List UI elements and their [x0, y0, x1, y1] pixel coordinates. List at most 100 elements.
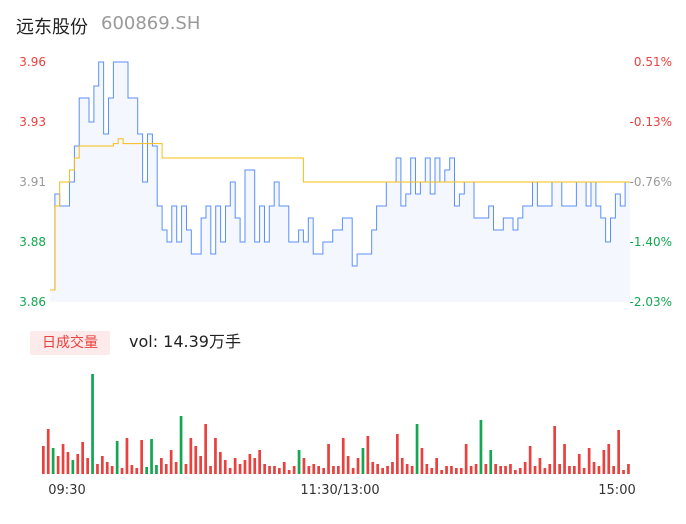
volume-bar	[66, 452, 70, 474]
stock-code: 600869.SH	[101, 13, 201, 34]
volume-bar	[317, 466, 320, 474]
volume-bar	[169, 450, 173, 474]
volume-bar	[494, 464, 497, 474]
volume-bar	[155, 465, 158, 474]
volume-bar	[189, 438, 193, 474]
volume-value: vol: 14.39万手	[129, 332, 241, 351]
price-line	[50, 61, 630, 291]
volume-bar	[346, 456, 350, 474]
volume-bar	[71, 460, 75, 474]
volume-bar	[110, 466, 114, 474]
volume-bar	[489, 450, 493, 474]
volume-bar	[528, 446, 532, 474]
x-tick-label: 15:00	[598, 483, 635, 498]
volume-bar	[514, 470, 517, 474]
volume-bar	[464, 444, 468, 474]
volume-bar	[214, 438, 217, 474]
y-axis-right: 0.51% -0.13% -0.76% -1.40% -2.03%	[630, 55, 672, 309]
y-right-tick-label: -1.40%	[630, 235, 672, 249]
volume-bar	[337, 466, 340, 474]
volume-bar	[135, 468, 139, 474]
volume-bars	[42, 374, 630, 474]
volume-bar	[459, 468, 463, 474]
average-line	[50, 138, 630, 291]
volume-bar	[568, 466, 571, 474]
volume-bar	[430, 468, 434, 474]
volume-bar	[174, 462, 178, 474]
average-line-layer	[50, 138, 630, 291]
y-left-tick-label: 3.93	[19, 115, 46, 129]
volume-bar	[125, 438, 129, 474]
volume-bar	[219, 452, 222, 474]
x-axis: 09:30 11:30/13:00 15:00	[48, 483, 635, 498]
volume-bar	[86, 458, 89, 474]
stock-name: 远东股份	[16, 17, 88, 38]
volume-bar	[405, 464, 409, 474]
volume-bar	[351, 468, 355, 474]
volume-bar	[617, 430, 620, 474]
volume-bar	[587, 448, 591, 474]
volume-bar	[238, 464, 242, 474]
volume-bar	[258, 450, 261, 474]
volume-bar	[297, 450, 301, 474]
volume-bar	[204, 424, 207, 474]
volume-bar	[366, 436, 370, 474]
volume-bar	[268, 466, 271, 474]
volume-bar	[184, 464, 188, 474]
volume-bar	[253, 458, 257, 474]
volume-bar	[533, 466, 537, 474]
volume-bar	[81, 442, 84, 474]
volume-bar	[120, 468, 124, 474]
y-right-tick-label: -0.13%	[630, 115, 672, 129]
volume-tag[interactable]: 日成交量	[30, 331, 110, 355]
volume-bar	[469, 466, 473, 474]
volume-bar	[381, 468, 384, 474]
volume-bar	[145, 467, 148, 474]
volume-bar	[455, 468, 458, 474]
volume-bar	[243, 460, 247, 474]
volume-bar	[248, 454, 252, 474]
y-left-tick-label: 3.88	[19, 235, 46, 249]
y-right-tick-label: -2.03%	[630, 295, 672, 309]
volume-bar	[612, 466, 615, 474]
volume-bar	[577, 454, 581, 474]
volume-bar	[597, 466, 601, 474]
volume-bar	[391, 462, 394, 474]
x-tick-label: 09:30	[48, 483, 85, 498]
volume-bar	[622, 470, 625, 474]
volume-bar	[302, 458, 306, 474]
volume-bar	[420, 448, 424, 474]
volume-bar	[233, 458, 237, 474]
volume-bar	[307, 466, 311, 474]
volume-bar	[602, 450, 606, 474]
volume-bar	[164, 464, 168, 474]
volume-bar	[371, 462, 375, 474]
volume-bar	[356, 458, 360, 474]
volume-bar	[105, 462, 109, 474]
volume-bar	[223, 460, 227, 474]
volume-bar	[96, 464, 99, 474]
volume-bar	[504, 466, 507, 474]
volume-bar	[101, 456, 104, 474]
volume-bar	[474, 464, 478, 474]
x-tick-label: 11:30/13:00	[300, 483, 379, 498]
price-line-layer	[50, 61, 630, 291]
volume-bar	[56, 456, 60, 474]
volume-bar	[553, 426, 556, 474]
volume-bar	[179, 416, 183, 474]
volume-bar	[538, 458, 542, 474]
volume-bar	[332, 466, 335, 474]
volume-bar	[386, 466, 389, 474]
volume-bar	[341, 438, 345, 474]
volume-bar	[327, 444, 330, 474]
y-left-tick-label: 3.91	[19, 175, 46, 189]
volume-bar	[61, 444, 65, 474]
y-right-tick-label: 0.51%	[634, 55, 672, 69]
volume-bar	[548, 464, 552, 474]
volume-bar	[376, 464, 379, 474]
price-area-layer	[50, 62, 630, 302]
y-axis-left: 3.96 3.93 3.91 3.88 3.86	[19, 55, 46, 309]
volume-bar	[573, 466, 576, 474]
